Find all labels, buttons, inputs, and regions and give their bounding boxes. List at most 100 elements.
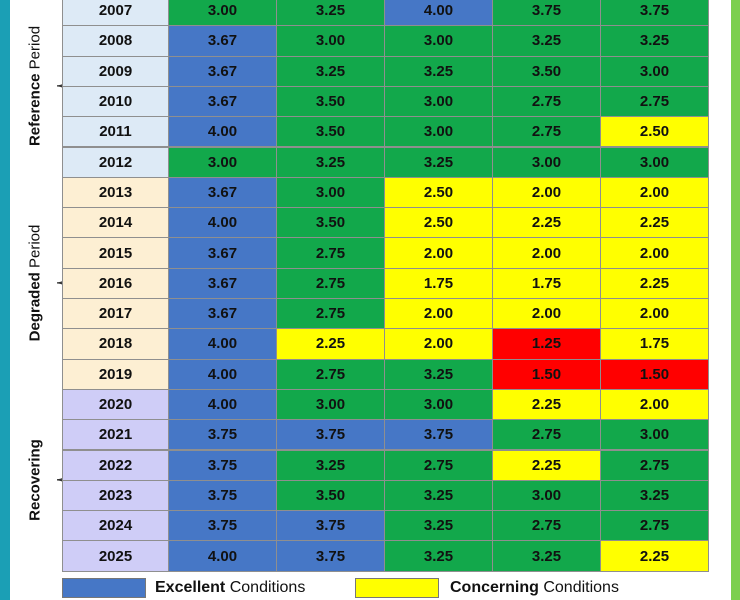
value-cell: 3.25 xyxy=(276,146,385,178)
value-cell: 4.00 xyxy=(168,207,277,239)
value-cell: 3.50 xyxy=(492,55,601,87)
year-cell: 2010 xyxy=(62,85,169,118)
value-cell: 3.25 xyxy=(600,25,709,57)
value-cell: 1.75 xyxy=(600,328,709,360)
value-cell: 4.00 xyxy=(168,358,277,390)
year-cell: 2025 xyxy=(62,540,169,572)
value-cell: 2.75 xyxy=(276,358,385,390)
value-cell: 3.75 xyxy=(168,479,277,512)
value-cell: 2.00 xyxy=(492,237,601,269)
value-cell: 3.75 xyxy=(492,0,601,27)
year-cell: 2016 xyxy=(62,267,169,299)
value-cell: 2.25 xyxy=(492,207,601,239)
value-cell: 2.00 xyxy=(600,298,709,330)
value-cell: 3.67 xyxy=(168,267,277,299)
value-cell: 2.75 xyxy=(384,449,493,481)
value-cell: 3.25 xyxy=(384,479,493,512)
value-cell: 2.75 xyxy=(492,116,601,148)
group-label-bold: Reference xyxy=(26,73,44,146)
value-cell: 3.25 xyxy=(276,449,385,481)
year-cell: 2017 xyxy=(62,298,169,330)
year-cell: 2011 xyxy=(62,116,169,148)
legend-label-bold: Concerning xyxy=(450,579,539,596)
value-cell: 3.67 xyxy=(168,298,277,330)
value-cell: 3.50 xyxy=(276,207,385,239)
value-cell: 2.00 xyxy=(600,176,709,209)
legend-label: Concerning Conditions xyxy=(450,579,619,597)
group-label-bold: Recovering xyxy=(26,438,44,521)
year-cell: 2021 xyxy=(62,419,169,451)
value-cell: 3.67 xyxy=(168,237,277,269)
value-cell: 3.67 xyxy=(168,25,277,57)
value-cell: 3.00 xyxy=(600,55,709,87)
value-cell: 3.67 xyxy=(168,176,277,209)
value-cell: 3.67 xyxy=(168,85,277,118)
value-cell: 2.25 xyxy=(600,540,709,572)
value-cell: 3.00 xyxy=(276,176,385,209)
value-cell: 2.25 xyxy=(600,207,709,239)
legend-label: Excellent Conditions xyxy=(155,579,305,597)
value-cell: 4.00 xyxy=(168,328,277,360)
value-cell: 3.75 xyxy=(384,419,493,451)
value-cell: 2.50 xyxy=(384,207,493,239)
value-cell: 3.25 xyxy=(384,55,493,87)
value-cell: 2.00 xyxy=(384,237,493,269)
legend-label-bold: Excellent xyxy=(155,579,226,596)
year-cell: 2019 xyxy=(62,358,169,390)
value-cell: 3.75 xyxy=(276,419,385,451)
group-label-rest: Period xyxy=(26,224,44,268)
year-cell: 2007 xyxy=(62,0,169,27)
value-cell: 3.75 xyxy=(276,540,385,572)
value-cell: 2.75 xyxy=(492,510,601,542)
value-cell: 2.50 xyxy=(384,176,493,209)
value-cell: 1.50 xyxy=(600,358,709,390)
value-cell: 3.00 xyxy=(168,0,277,27)
value-cell: 3.25 xyxy=(276,55,385,87)
value-cell: 1.75 xyxy=(492,267,601,299)
value-cell: 3.75 xyxy=(168,419,277,451)
value-cell: 1.50 xyxy=(492,358,601,390)
year-cell: 2015 xyxy=(62,237,169,269)
value-cell: 3.25 xyxy=(600,479,709,512)
value-cell: 3.00 xyxy=(384,116,493,148)
year-cell: 2008 xyxy=(62,25,169,57)
year-cell: 2009 xyxy=(62,55,169,87)
value-cell: 2.25 xyxy=(600,267,709,299)
value-cell: 3.50 xyxy=(276,479,385,512)
value-cell: 3.75 xyxy=(600,0,709,27)
value-cell: 3.75 xyxy=(168,449,277,481)
value-cell: 3.25 xyxy=(384,540,493,572)
value-cell: 3.00 xyxy=(276,388,385,421)
value-cell: 3.00 xyxy=(492,146,601,178)
value-cell: 2.75 xyxy=(600,510,709,542)
year-cell: 2013 xyxy=(62,176,169,209)
year-cell: 2012 xyxy=(62,146,169,178)
value-cell: 4.00 xyxy=(384,0,493,27)
value-cell: 3.25 xyxy=(384,510,493,542)
value-cell: 3.00 xyxy=(384,388,493,421)
year-cell: 2018 xyxy=(62,328,169,360)
value-cell: 4.00 xyxy=(168,388,277,421)
group-label: Degraded Period xyxy=(27,224,44,341)
value-cell: 2.25 xyxy=(276,328,385,360)
value-cell: 2.25 xyxy=(492,388,601,421)
value-cell: 3.00 xyxy=(168,146,277,178)
value-cell: 3.25 xyxy=(384,358,493,390)
year-cell: 2022 xyxy=(62,449,169,481)
value-cell: 3.00 xyxy=(276,25,385,57)
group-label: Reference Period xyxy=(27,26,44,146)
value-cell: 2.75 xyxy=(600,449,709,481)
legend-swatch xyxy=(62,578,146,598)
value-cell: 4.00 xyxy=(168,116,277,148)
value-cell: 3.25 xyxy=(276,0,385,27)
value-cell: 2.00 xyxy=(600,388,709,421)
value-cell: 3.75 xyxy=(168,510,277,542)
value-cell: 2.00 xyxy=(600,237,709,269)
value-cell: 4.00 xyxy=(168,540,277,572)
value-cell: 3.25 xyxy=(492,25,601,57)
value-cell: 2.75 xyxy=(492,419,601,451)
value-cell: 3.00 xyxy=(492,479,601,512)
value-cell: 3.25 xyxy=(492,540,601,572)
value-cell: 3.00 xyxy=(600,146,709,178)
value-cell: 3.75 xyxy=(276,510,385,542)
